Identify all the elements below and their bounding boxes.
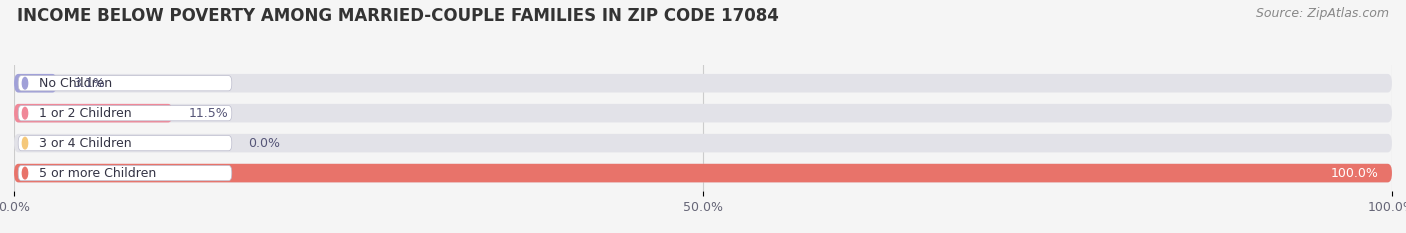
- Circle shape: [22, 167, 28, 179]
- Text: 0.0%: 0.0%: [249, 137, 280, 150]
- Text: INCOME BELOW POVERTY AMONG MARRIED-COUPLE FAMILIES IN ZIP CODE 17084: INCOME BELOW POVERTY AMONG MARRIED-COUPL…: [17, 7, 779, 25]
- Text: 100.0%: 100.0%: [1330, 167, 1378, 180]
- FancyBboxPatch shape: [14, 164, 1392, 182]
- Text: No Children: No Children: [39, 77, 112, 90]
- Text: Source: ZipAtlas.com: Source: ZipAtlas.com: [1256, 7, 1389, 20]
- FancyBboxPatch shape: [18, 75, 232, 91]
- Circle shape: [22, 107, 28, 119]
- FancyBboxPatch shape: [18, 136, 232, 151]
- Text: 5 or more Children: 5 or more Children: [39, 167, 156, 180]
- Circle shape: [22, 77, 28, 89]
- Text: 1 or 2 Children: 1 or 2 Children: [39, 107, 131, 120]
- FancyBboxPatch shape: [14, 74, 1392, 93]
- FancyBboxPatch shape: [14, 164, 1392, 182]
- Text: 11.5%: 11.5%: [188, 107, 229, 120]
- Text: 3 or 4 Children: 3 or 4 Children: [39, 137, 131, 150]
- FancyBboxPatch shape: [14, 104, 173, 123]
- FancyBboxPatch shape: [14, 134, 1392, 152]
- FancyBboxPatch shape: [14, 74, 56, 93]
- FancyBboxPatch shape: [14, 104, 1392, 123]
- Circle shape: [22, 137, 28, 149]
- Text: 3.1%: 3.1%: [73, 77, 105, 90]
- FancyBboxPatch shape: [18, 106, 232, 121]
- FancyBboxPatch shape: [18, 165, 232, 181]
